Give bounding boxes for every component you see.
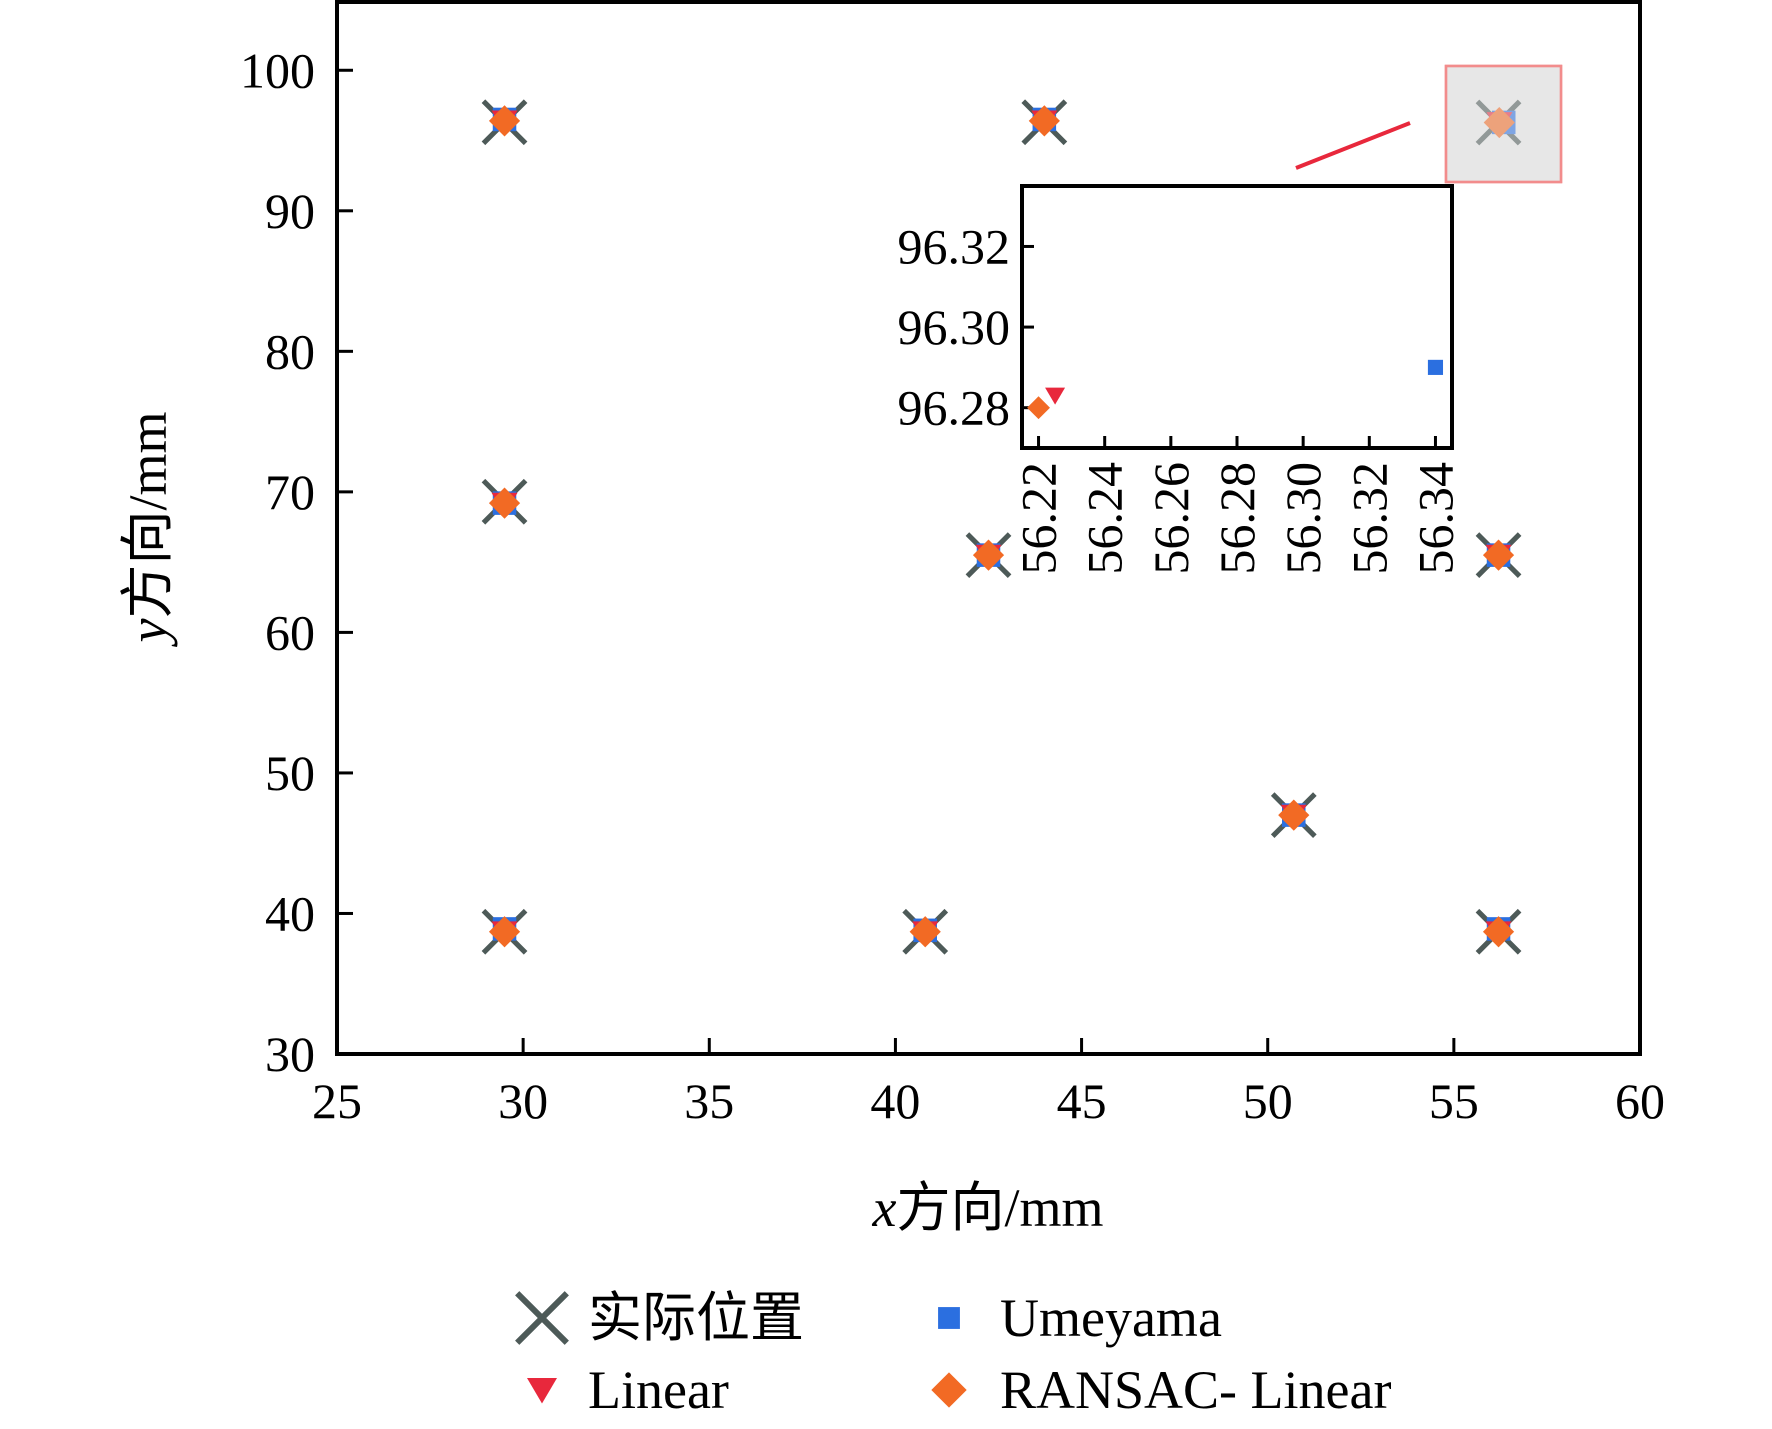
y-axis-title: y方向/mm xyxy=(118,412,178,648)
data-point xyxy=(909,916,941,948)
legend-item-1: Umeyama xyxy=(938,1288,1222,1348)
data-point xyxy=(1482,916,1515,948)
inset-plot: 56.22 56.24 56.26 56.28 56.30 56.32 56.34 96.28… xyxy=(898,121,1463,575)
series-3 xyxy=(488,105,1515,948)
data-point xyxy=(1483,106,1515,139)
zoom-region-overlay xyxy=(1444,64,1563,184)
inset-x-tick-label: 56.34 xyxy=(1407,462,1463,575)
legend-item-2: Linear xyxy=(527,1360,729,1420)
x-axis-title: x方向/mm xyxy=(872,1178,1104,1238)
inset-y-tick-label: 96.32 xyxy=(898,218,1011,274)
x-tick-label: 30 xyxy=(498,1073,548,1129)
inset-x-tick-label: 56.30 xyxy=(1275,462,1331,575)
inset-frame xyxy=(1020,184,1454,450)
x-tick-label: 25 xyxy=(312,1073,362,1129)
inset-x-tick-label: 56.22 xyxy=(1011,462,1067,575)
x-tick-label: 35 xyxy=(684,1073,734,1129)
x-tick-label: 55 xyxy=(1429,1073,1479,1129)
legend-item-0: 实际位置 xyxy=(515,1288,804,1348)
y-tick-label: 50 xyxy=(265,745,315,801)
inset-data-point xyxy=(1045,387,1066,405)
inset-y-tick-label: 96.30 xyxy=(898,299,1011,355)
legend-label: Linear xyxy=(588,1360,729,1420)
legend-item-3: RANSAC- Linear xyxy=(931,1360,1391,1420)
inset-series-2 xyxy=(1045,387,1066,405)
legend-label: 实际位置 xyxy=(588,1288,804,1348)
x-tick-label: 45 xyxy=(1057,1073,1107,1129)
inset-data-point xyxy=(1027,396,1050,420)
legend: 实际位置 Umeyama Linear RANSAC- Linear xyxy=(515,1288,1391,1420)
x-tick-label: 50 xyxy=(1243,1073,1293,1129)
y-tick-label: 90 xyxy=(265,183,315,239)
data-point xyxy=(488,916,521,948)
data-point xyxy=(488,105,521,137)
legend-label: Umeyama xyxy=(1000,1288,1222,1348)
legend-marker xyxy=(527,1378,557,1404)
y-tick-label: 70 xyxy=(265,464,315,520)
data-point xyxy=(1278,799,1310,831)
inset-y-tick-label: 96.28 xyxy=(898,380,1011,436)
data-point xyxy=(488,487,521,519)
y-tick-label: 80 xyxy=(265,323,315,379)
main-plot: 25 30 35 40 45 50 55 6030405060708090100x方向/mmy… xyxy=(118,0,1665,1238)
x-tick-label: 40 xyxy=(870,1073,920,1129)
data-point xyxy=(1028,105,1060,137)
legend-marker xyxy=(938,1307,960,1329)
x-tick-label: 60 xyxy=(1615,1073,1665,1129)
inset-series-1 xyxy=(1427,359,1444,375)
legend-marker xyxy=(515,1291,569,1345)
y-tick-label: 60 xyxy=(265,604,315,660)
plot-frame xyxy=(335,0,1642,1056)
inset-series-3 xyxy=(1027,396,1050,420)
inset-x-tick-label: 56.24 xyxy=(1077,462,1133,575)
y-tick-label: 30 xyxy=(265,1026,315,1082)
data-point xyxy=(972,539,1005,571)
inset-data-point xyxy=(1427,359,1444,375)
y-tick-label: 40 xyxy=(265,885,315,941)
data-point xyxy=(1482,539,1515,571)
inset-x-tick-label: 56.32 xyxy=(1341,462,1397,575)
legend-label: RANSAC- Linear xyxy=(1000,1360,1391,1420)
legend-marker xyxy=(931,1372,967,1408)
y-tick-label: 100 xyxy=(240,42,315,98)
inset-connector-line xyxy=(1295,121,1411,170)
inset-x-tick-label: 56.28 xyxy=(1209,462,1265,575)
inset-x-tick-label: 56.26 xyxy=(1143,462,1199,575)
